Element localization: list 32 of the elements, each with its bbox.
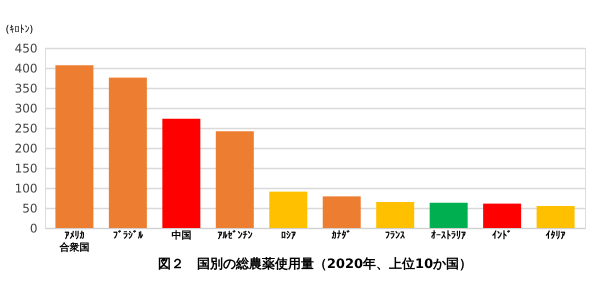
x-tick-label: ｲﾝﾄﾞ: [492, 230, 512, 242]
bar: [162, 118, 200, 228]
x-tick-label: 中国: [171, 230, 192, 242]
x-tick-label: ｵｰｽﾄﾗﾘｱ: [431, 230, 466, 242]
bar: [269, 192, 308, 228]
x-tick-label: ﾌﾞﾗｼﾞﾙ: [112, 230, 144, 242]
bar: [108, 78, 147, 228]
x-tick-label: ｱﾒﾘｶ合衆国: [58, 230, 90, 254]
bar: [55, 65, 94, 228]
bar: [216, 131, 254, 228]
y-tick-label: 100: [14, 182, 38, 196]
x-tick-label: ﾌﾗﾝｽ: [385, 230, 406, 242]
bar: [483, 204, 522, 228]
y-tick-label: 250: [14, 122, 38, 136]
bar: [430, 202, 468, 228]
bar: [376, 202, 414, 228]
x-tick-label: ﾛｼｱ: [280, 230, 296, 242]
y-tick-label: 150: [14, 162, 38, 176]
bar: [322, 196, 361, 228]
y-tick-label: 0: [30, 222, 38, 236]
y-tick-label: 300: [14, 102, 38, 116]
y-axis-title: (ｷﾛﾄﾝ): [6, 24, 34, 36]
bar: [536, 206, 575, 228]
y-tick-label: 400: [14, 62, 38, 76]
y-tick-label: 50: [22, 202, 38, 216]
x-tick-label: ｶﾅﾀﾞ: [332, 230, 352, 242]
y-tick-label: 350: [14, 82, 38, 96]
y-tick-label: 450: [14, 42, 38, 56]
y-tick-label: 200: [14, 142, 38, 156]
text: 図２ 国別の総農薬使用量（2020年、上位10か国）: [158, 256, 472, 272]
x-tick-label: ｲﾀﾘｱ: [546, 230, 566, 242]
x-tick-label: ｱﾙｾﾞﾝﾁﾝ: [217, 230, 252, 242]
